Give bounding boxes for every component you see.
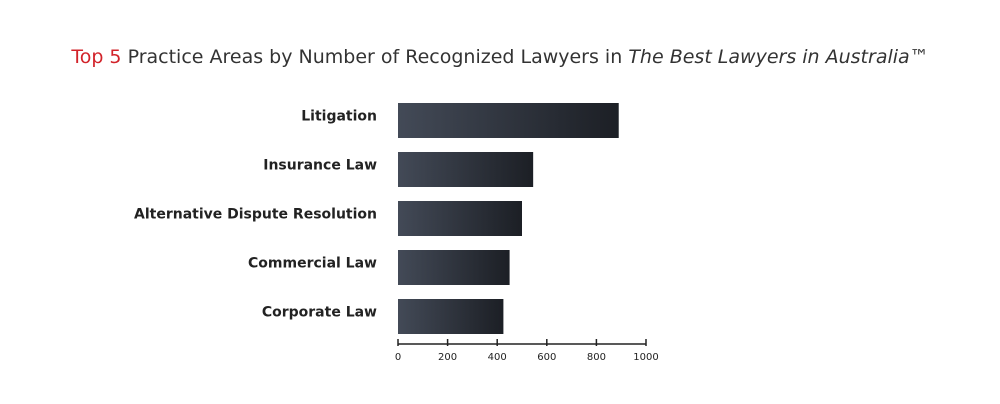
y-tick-label: Commercial Law (248, 256, 377, 272)
x-tick-label: 200 (438, 352, 457, 363)
bar (398, 299, 504, 334)
title-accent: Top 5 (70, 46, 121, 68)
bar (398, 152, 534, 187)
y-tick-label: Litigation (301, 109, 377, 125)
x-tick-label: 1000 (633, 352, 658, 363)
bar (398, 103, 619, 138)
y-tick-label: Corporate Law (262, 305, 377, 321)
title-publication: The Best Lawyers in Australia™ (628, 46, 928, 68)
x-tick-label: 400 (488, 352, 507, 363)
y-tick-label: Alternative Dispute Resolution (134, 207, 377, 223)
x-tick-label: 600 (537, 352, 556, 363)
bar (398, 250, 510, 285)
x-tick-label: 0 (395, 352, 401, 363)
chart-title: Top 5 Practice Areas by Number of Recogn… (70, 46, 928, 68)
x-tick-label: 800 (587, 352, 606, 363)
bar (398, 201, 522, 236)
y-tick-label: Insurance Law (263, 158, 377, 174)
title-main: Practice Areas by Number of Recognized L… (128, 46, 623, 68)
